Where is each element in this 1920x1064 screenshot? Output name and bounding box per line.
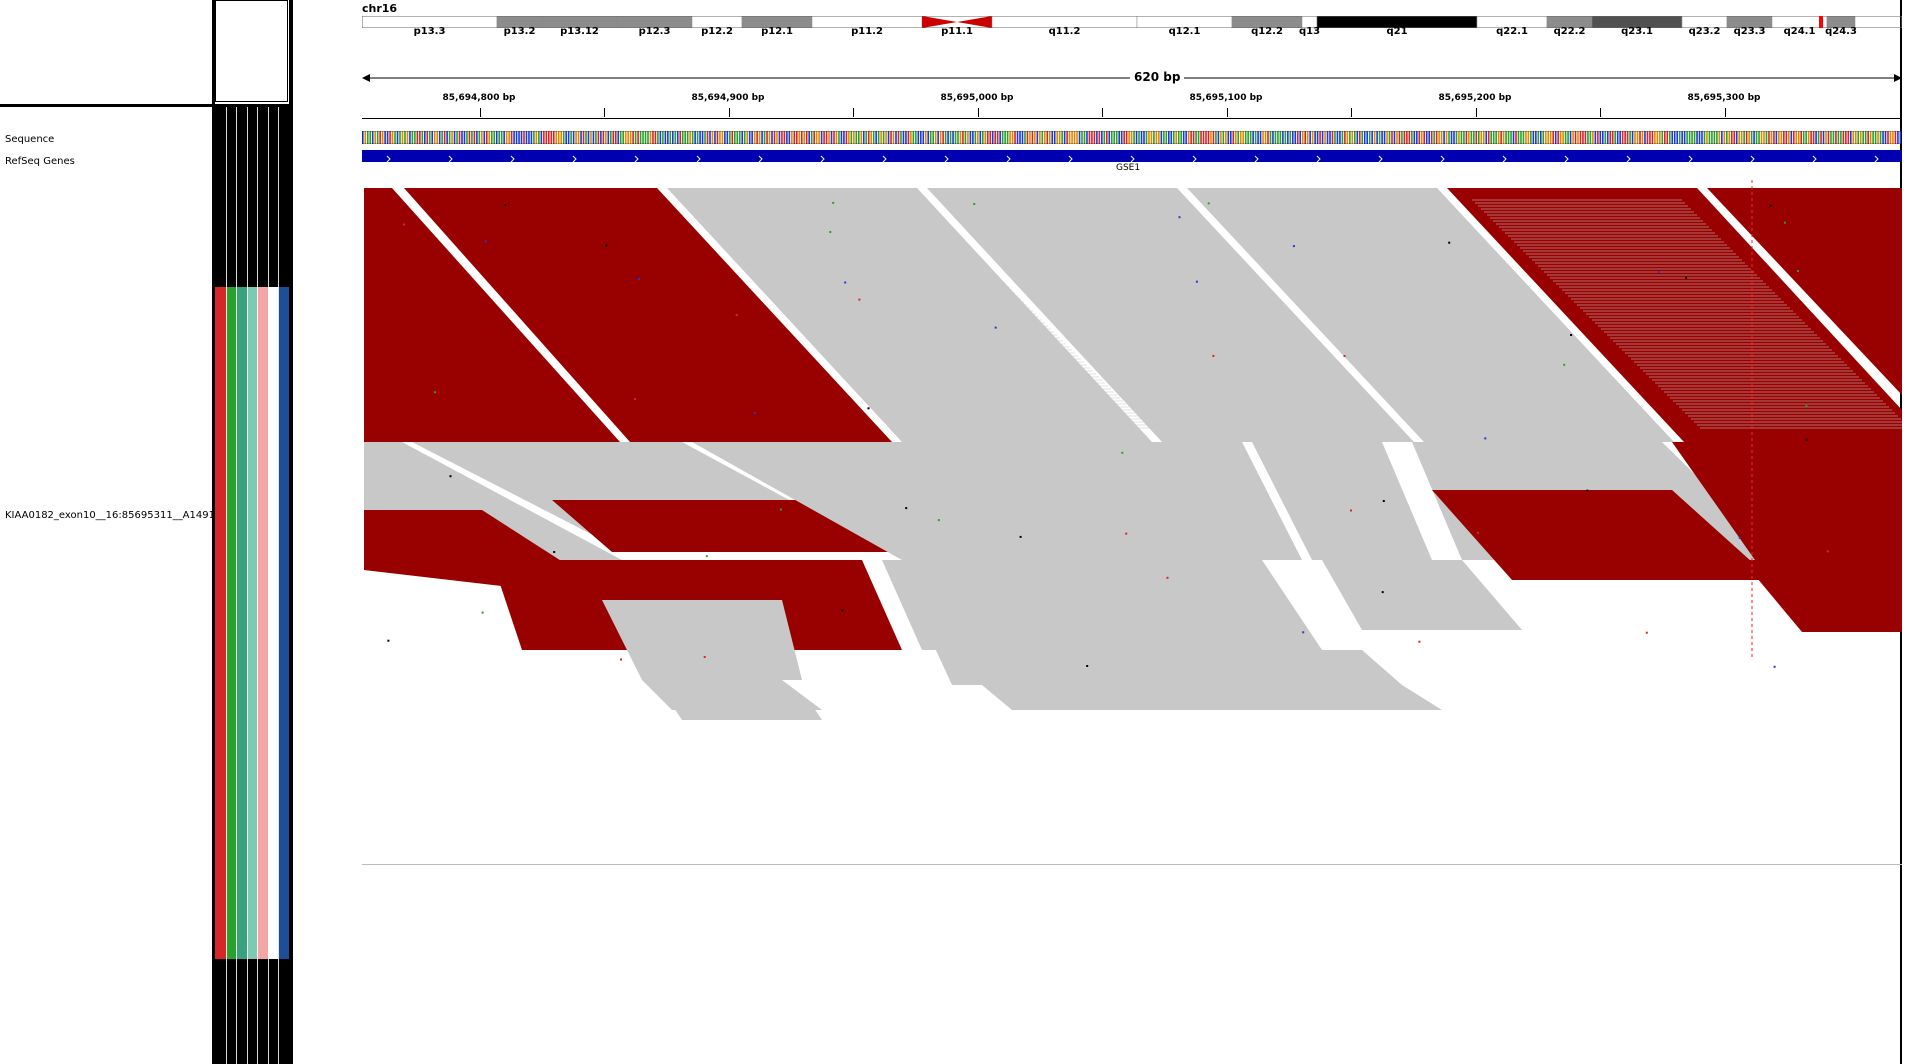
cytoband-label: p12.2 [701, 26, 733, 37]
sample-attribute-cell[interactable] [278, 287, 289, 959]
ruler-tick-label: 85,695,000 bp [940, 93, 1014, 103]
attribute-column-line [257, 107, 259, 1064]
read-group [642, 680, 822, 710]
sequence-track[interactable] [362, 131, 1902, 144]
header-name-panel [0, 0, 212, 104]
read-group [982, 685, 1442, 710]
ruler-tick-label: 85,694,800 bp [442, 93, 516, 103]
cytoband-label: q23.2 [1688, 26, 1721, 37]
centromere-band [922, 16, 992, 28]
refseq-track-label[interactable]: RefSeq Genes [5, 156, 75, 167]
cytoband-label: p11.2 [851, 26, 883, 37]
ruler-tick [1226, 108, 1228, 117]
ruler-tick-label: 85,695,100 bp [1189, 93, 1263, 103]
track-separator [362, 864, 1902, 865]
ruler-tick-label: 85,695,300 bp [1687, 93, 1761, 103]
ruler-tick [604, 108, 605, 117]
sample-attribute-cell[interactable] [267, 287, 279, 959]
chromosome-ideogram[interactable] [362, 16, 1902, 28]
read-group [692, 442, 1302, 560]
read-group [1187, 188, 1674, 442]
cytoband-label: q23.1 [1621, 26, 1653, 37]
read-group [927, 188, 1414, 442]
panel-divider[interactable] [0, 104, 292, 107]
sample-attribute-cell[interactable] [215, 287, 226, 959]
ruler-tick [479, 108, 481, 117]
ruler-baseline [362, 118, 1900, 119]
read-group [1742, 560, 1902, 632]
gene-name: GSE1 [1116, 163, 1141, 173]
cytoband [1826, 16, 1856, 28]
cytoband-label: q22.2 [1553, 26, 1586, 37]
read-group [1432, 490, 1772, 580]
cytoband-label: q24.3 [1825, 26, 1857, 37]
read-group [404, 188, 892, 442]
attribute-panel-divider[interactable] [289, 0, 293, 1064]
attribute-column-line [225, 107, 227, 1064]
cytoband-label: q23.3 [1733, 26, 1766, 37]
read-group [1707, 188, 1902, 395]
ruler-tick [728, 108, 730, 117]
read-group [602, 600, 802, 680]
header-attribute-panel [215, 0, 288, 102]
attribute-column-line [278, 107, 280, 1064]
read-group [1122, 650, 1402, 685]
attribute-column-line [267, 107, 269, 1064]
ruler-tick [1351, 108, 1352, 117]
cytoband-label: p13.3 [413, 26, 446, 37]
read-group [672, 705, 822, 720]
sequence-track-label[interactable]: Sequence [5, 134, 55, 145]
ruler-span-label: 620 bp [1130, 70, 1185, 84]
attribute-column-line [246, 107, 248, 1064]
read-group [1252, 442, 1432, 560]
name-panel-divider[interactable] [212, 0, 215, 1064]
chromosome-name[interactable]: chr16 [362, 2, 398, 15]
ruler-tick-label: 85,694,900 bp [691, 93, 765, 103]
cytoband-label: q21 [1386, 26, 1408, 37]
sample-attribute-cell[interactable] [236, 287, 247, 959]
refseq-gene-feature[interactable] [362, 150, 1902, 163]
cytoband-label: q13 [1298, 26, 1321, 37]
cytoband-label: p13.12 [560, 26, 599, 37]
cytoband-label: q12.1 [1168, 26, 1201, 37]
cytoband-label: p13.2 [503, 26, 536, 37]
read-group [364, 188, 620, 442]
sample-attribute-cell[interactable] [246, 287, 258, 959]
sample-attribute-cell[interactable] [257, 287, 268, 959]
read-group [1322, 560, 1522, 630]
cytoband-label: p12.1 [761, 26, 793, 37]
cytoband-label: p11.1 [941, 26, 973, 37]
attribute-column-line [236, 107, 238, 1064]
current-region-marker [1819, 16, 1823, 28]
attribute-panel [215, 107, 289, 1064]
cytoband-label: q12.2 [1251, 26, 1283, 37]
ruler-tick [1600, 108, 1601, 117]
cytoband-label: q24.1 [1783, 26, 1816, 37]
ruler-tick [977, 108, 979, 117]
cytoband-label: q11.2 [1048, 26, 1081, 37]
cytoband-label: p12.3 [638, 26, 671, 37]
ruler-tick [1102, 108, 1103, 117]
ruler-tick-label: 85,695,200 bp [1438, 93, 1512, 103]
sample-attribute-cell[interactable] [225, 287, 237, 959]
alignment-reads[interactable] [362, 180, 1902, 864]
ruler-tick [1724, 108, 1726, 117]
ruler-tick [1475, 108, 1477, 117]
ruler-tick [853, 108, 854, 117]
cytoband-label: q22.1 [1496, 26, 1528, 37]
alignment-track-label[interactable]: KIAA0182_exon10__16:85695311__A14911_Gro… [5, 510, 264, 521]
